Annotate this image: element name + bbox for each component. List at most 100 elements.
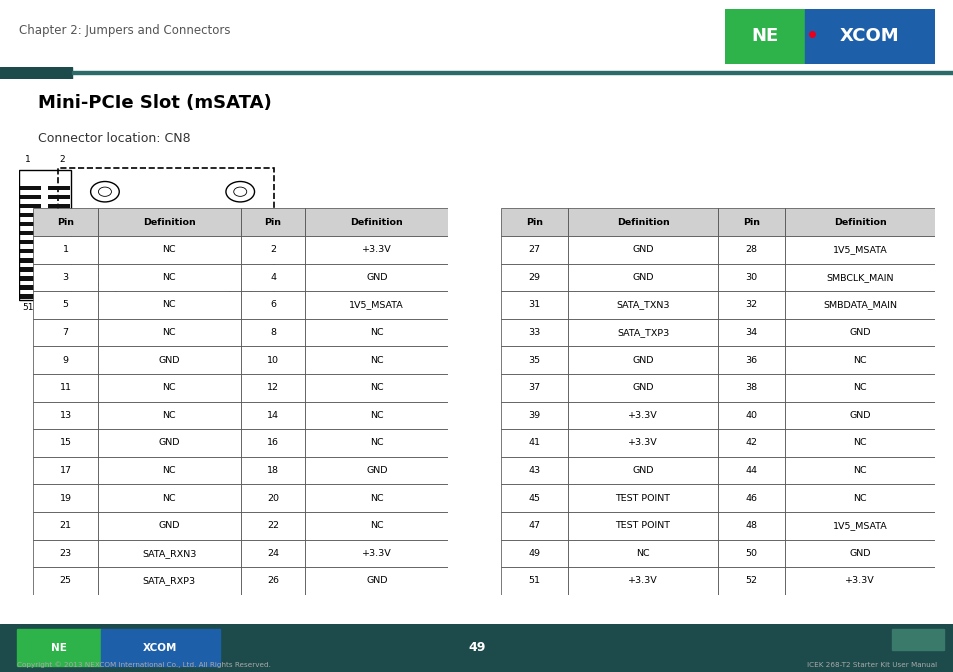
Bar	[33, 208, 97, 236]
Bar	[305, 236, 448, 263]
Bar	[19, 241, 41, 245]
Bar	[784, 208, 934, 236]
Bar	[305, 208, 448, 236]
Bar	[97, 485, 240, 512]
Text: 1V5_MSATA: 1V5_MSATA	[349, 300, 404, 309]
Text: +3.3V: +3.3V	[844, 577, 874, 585]
Bar	[305, 457, 448, 485]
Text: 6: 6	[270, 300, 275, 309]
Text: 13: 13	[59, 411, 71, 420]
Bar	[240, 485, 305, 512]
Bar	[891, 629, 943, 650]
Text: 2: 2	[59, 155, 65, 164]
Bar	[500, 291, 568, 319]
Text: GND: GND	[632, 383, 653, 392]
Bar	[33, 567, 97, 595]
Text: NC: NC	[370, 438, 383, 448]
Text: 1: 1	[63, 245, 69, 254]
Bar	[305, 319, 448, 346]
Bar	[717, 402, 784, 429]
Bar	[19, 196, 41, 200]
Bar	[804, 9, 934, 64]
Bar	[784, 540, 934, 567]
Bar	[784, 485, 934, 512]
Text: 25: 25	[59, 577, 71, 585]
Bar	[717, 485, 784, 512]
Text: NC: NC	[162, 245, 176, 254]
Text: GND: GND	[632, 245, 653, 254]
Text: 49: 49	[528, 549, 540, 558]
Text: 29: 29	[528, 273, 540, 282]
Text: NC: NC	[852, 494, 866, 503]
Text: 16: 16	[267, 438, 279, 448]
Text: Pin: Pin	[525, 218, 542, 226]
Bar	[48, 196, 70, 200]
Bar	[97, 402, 240, 429]
Bar	[19, 294, 41, 298]
Bar	[19, 222, 41, 226]
Bar	[97, 457, 240, 485]
Text: NC: NC	[852, 355, 866, 365]
Text: TEST POINT: TEST POINT	[615, 494, 670, 503]
Bar	[568, 567, 718, 595]
Bar	[101, 630, 220, 666]
Bar	[717, 567, 784, 595]
Bar	[305, 346, 448, 374]
Bar	[97, 236, 240, 263]
Bar	[97, 374, 240, 401]
Text: 10: 10	[267, 355, 279, 365]
Bar	[717, 291, 784, 319]
Bar	[568, 346, 718, 374]
Bar	[305, 374, 448, 401]
Bar	[717, 263, 784, 291]
Bar	[717, 346, 784, 374]
Bar	[97, 346, 240, 374]
Text: SATA_RXP3: SATA_RXP3	[143, 577, 195, 585]
Bar	[568, 402, 718, 429]
Text: GND: GND	[366, 273, 387, 282]
Bar	[784, 319, 934, 346]
Text: SATA_TXP3: SATA_TXP3	[617, 328, 668, 337]
Text: 52: 52	[744, 577, 757, 585]
Text: NC: NC	[636, 549, 649, 558]
Text: XCOM: XCOM	[840, 28, 899, 45]
Text: 42: 42	[744, 438, 757, 448]
Text: 12: 12	[267, 383, 279, 392]
Bar	[97, 429, 240, 457]
Text: 19: 19	[59, 494, 71, 503]
Bar	[568, 485, 718, 512]
Text: 48: 48	[744, 521, 757, 530]
Text: Definition: Definition	[833, 218, 885, 226]
Bar	[500, 374, 568, 401]
Text: +3.3V: +3.3V	[627, 577, 658, 585]
Text: 26: 26	[267, 577, 279, 585]
Text: Pin: Pin	[742, 218, 760, 226]
Text: 11: 11	[59, 383, 71, 392]
Text: GND: GND	[848, 549, 870, 558]
Bar	[305, 567, 448, 595]
Text: Chapter 2: Jumpers and Connectors: Chapter 2: Jumpers and Connectors	[19, 24, 231, 37]
Text: GND: GND	[632, 273, 653, 282]
Text: +3.3V: +3.3V	[627, 411, 658, 420]
Text: +3.3V: +3.3V	[361, 245, 392, 254]
Bar	[19, 231, 41, 235]
Bar	[240, 567, 305, 595]
Text: 47: 47	[528, 521, 540, 530]
Text: 14: 14	[267, 411, 279, 420]
Text: 50: 50	[744, 549, 757, 558]
Bar	[240, 346, 305, 374]
Bar	[0, 67, 71, 79]
Bar	[240, 402, 305, 429]
Bar	[240, 540, 305, 567]
Bar	[240, 291, 305, 319]
Bar	[33, 346, 97, 374]
Text: GND: GND	[366, 577, 387, 585]
Text: Definition: Definition	[143, 218, 195, 226]
Bar	[305, 429, 448, 457]
Bar	[71, 71, 953, 74]
Bar	[568, 429, 718, 457]
Text: 43: 43	[528, 466, 540, 475]
Bar	[33, 319, 97, 346]
Text: Copyright © 2013 NEXCOM International Co., Ltd. All Rights Reserved.: Copyright © 2013 NEXCOM International Co…	[17, 661, 271, 668]
Text: 27: 27	[528, 245, 540, 254]
